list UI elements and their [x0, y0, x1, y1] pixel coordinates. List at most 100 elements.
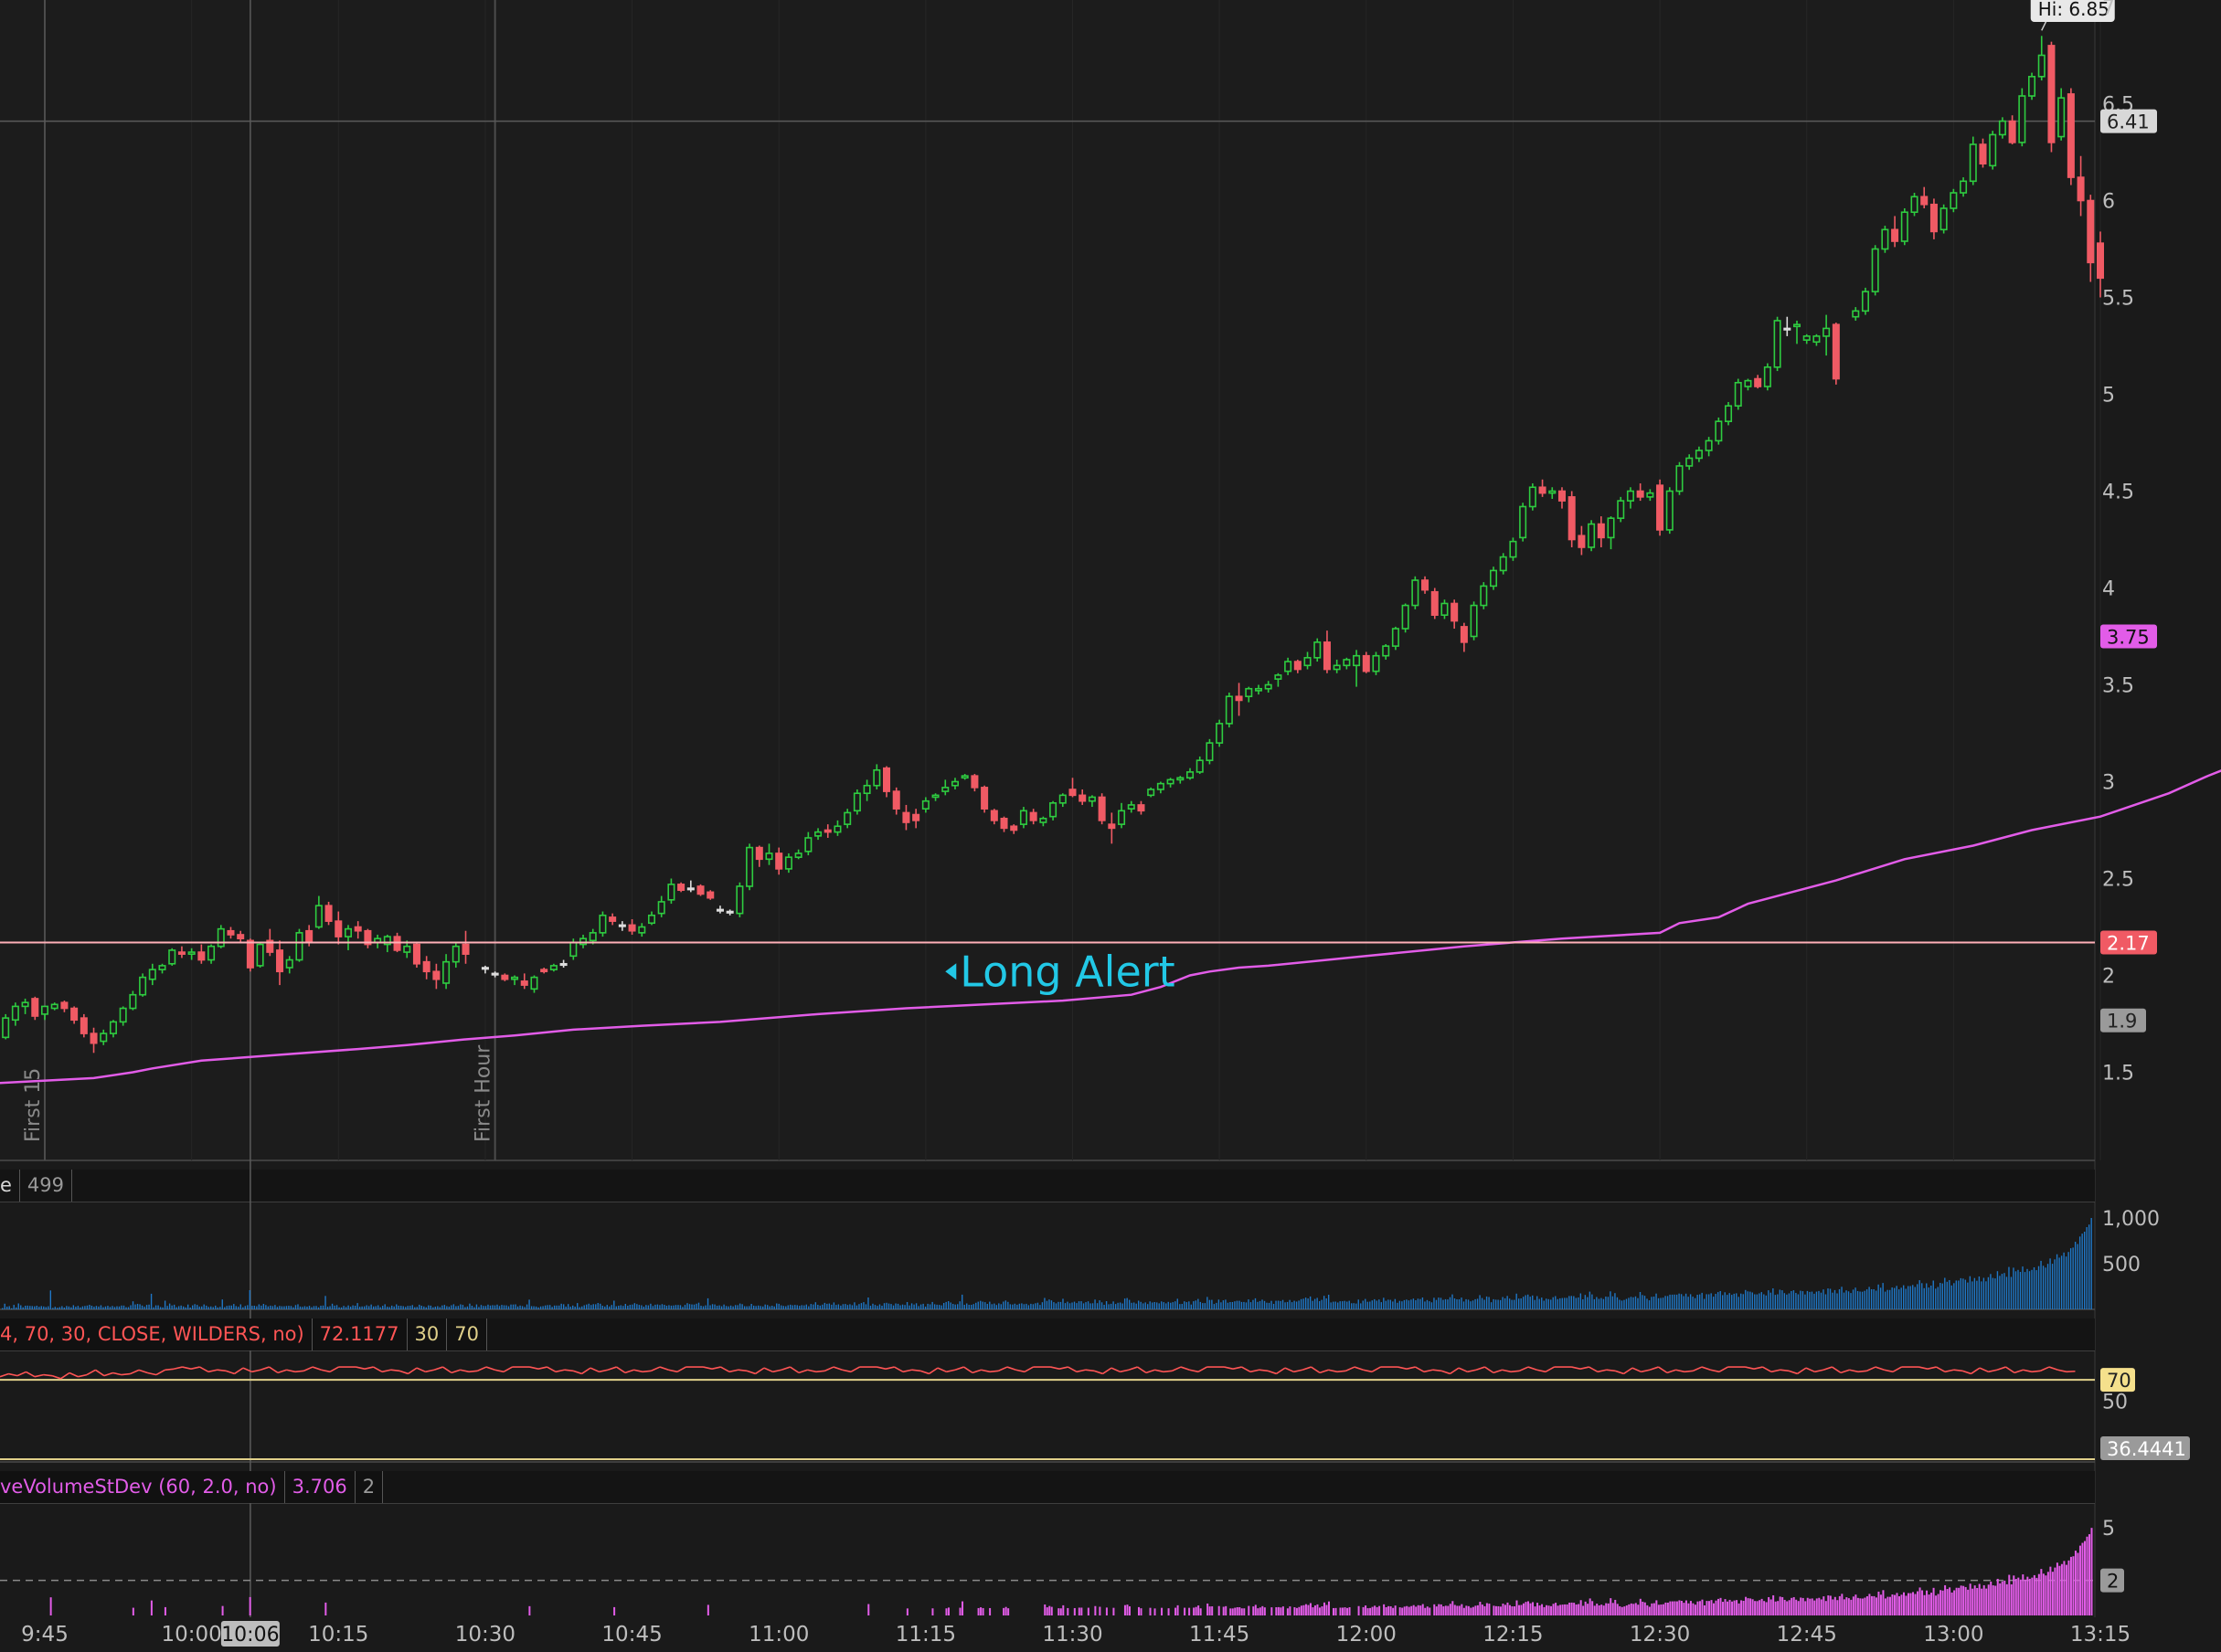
relvol-bar: [1575, 1604, 1578, 1615]
candle: [549, 963, 558, 972]
rsi-segment: [946, 1369, 956, 1373]
volume-bar: [1707, 1294, 1710, 1309]
rsi-segment: [972, 1369, 982, 1374]
candle: [579, 934, 588, 948]
rsi-segment: [1467, 1369, 1477, 1373]
relvol-bar: [1252, 1606, 1255, 1615]
volume-bar: [288, 1306, 290, 1309]
volume-bar: [2001, 1274, 2003, 1309]
volume-bar: [1559, 1297, 1561, 1309]
candle: [207, 944, 216, 964]
volume-bar: [1621, 1300, 1623, 1309]
relvol-bar: [1801, 1597, 1804, 1615]
candle: [1000, 816, 1008, 832]
time-tick-label: 13:15: [2070, 1623, 2131, 1647]
volume-bar: [533, 1306, 535, 1309]
rsi-study-label[interactable]: 4, 70, 30, CLOSE, WILDERS, no) 72.1177 3…: [0, 1318, 487, 1350]
volume-bar: [2040, 1260, 2042, 1309]
volume-bar: [1568, 1296, 1570, 1309]
relvol-bar: [1908, 1593, 1910, 1615]
rsi-ob-tag: 70: [2107, 1370, 2131, 1392]
volume-bar: [633, 1303, 636, 1309]
candle-body: [873, 768, 881, 787]
rsi-segment: [1371, 1366, 1381, 1373]
volume-bar: [824, 1302, 826, 1309]
volume-bar: [1897, 1289, 1900, 1309]
candle-body: [824, 829, 832, 833]
volume-bar: [1307, 1298, 1309, 1309]
candle: [1029, 809, 1037, 825]
candle-body: [540, 969, 548, 973]
volume-bar: [1698, 1294, 1701, 1309]
rsi-segment: [1475, 1366, 1485, 1371]
volume-bar: [233, 1304, 235, 1309]
volume-bar: [1284, 1302, 1286, 1309]
relvol-bar: [1891, 1594, 1894, 1615]
volume-bar: [192, 1305, 194, 1309]
relvol-bar: [324, 1602, 327, 1615]
rsi-segment: [103, 1371, 113, 1377]
volume-bar: [2019, 1272, 2022, 1309]
volume-bar: [8, 1306, 10, 1309]
candle: [863, 779, 871, 801]
rsi-segment: [746, 1370, 756, 1375]
volume-bar: [734, 1305, 737, 1309]
volume-bar: [1156, 1302, 1158, 1309]
relvol-bar: [2031, 1577, 2034, 1615]
relvol-study-label[interactable]: veVolumeStDev (60, 2.0, no) 3.706 2: [0, 1471, 384, 1503]
volume-bar: [1552, 1297, 1554, 1309]
relvol-bar: [1792, 1596, 1795, 1615]
volume-bar: [1824, 1294, 1827, 1309]
relvol-bar: [1932, 1587, 1935, 1615]
rsi-segment: [937, 1367, 947, 1373]
candle-body: [961, 775, 969, 779]
volume-study-label[interactable]: e 499: [0, 1170, 73, 1202]
relvol-bar: [1499, 1606, 1502, 1615]
candle: [1480, 582, 1488, 609]
relvol-bar: [1057, 1608, 1060, 1615]
candle: [1705, 437, 1713, 457]
relvol-bar: [2026, 1576, 2029, 1615]
volume-bar: [1777, 1294, 1779, 1309]
volume-bar: [1419, 1298, 1421, 1309]
volume-bar: [400, 1306, 402, 1309]
rsi-segment: [1631, 1367, 1642, 1373]
volume-bar: [1584, 1295, 1587, 1309]
candle-body: [1920, 196, 1929, 206]
relvol-bar: [1357, 1605, 1360, 1615]
candle: [883, 766, 891, 798]
candle-body: [1567, 496, 1576, 541]
volume-bar: [1788, 1293, 1791, 1309]
volume-bar: [945, 1301, 947, 1309]
candle: [246, 938, 254, 972]
volume-bar: [154, 1305, 157, 1309]
relvol-bar: [1791, 1597, 1793, 1615]
rsi-segment: [95, 1369, 105, 1377]
volume-bar: [306, 1307, 308, 1309]
volume-bar: [27, 1305, 28, 1309]
volume-bar: [244, 1306, 247, 1309]
volume-bar: [831, 1304, 833, 1309]
rsi-segment: [51, 1374, 61, 1380]
volume-bar: [1506, 1296, 1508, 1309]
volume-bar: [659, 1305, 661, 1309]
volume-bar: [526, 1304, 528, 1309]
volume-bar: [457, 1306, 460, 1309]
relvol-bar: [1864, 1597, 1866, 1615]
volume-bar: [262, 1304, 265, 1309]
relvol-bar: [1374, 1605, 1376, 1615]
candle-body: [1910, 196, 1918, 214]
volume-bar: [448, 1307, 451, 1309]
volume-bar: [1302, 1298, 1304, 1309]
relvol-bar: [1394, 1605, 1397, 1615]
relvol-bar: [528, 1605, 531, 1615]
volume-bar: [1538, 1298, 1540, 1309]
volume-bar: [1048, 1299, 1050, 1309]
candle: [1401, 603, 1409, 633]
volume-bar: [1406, 1299, 1408, 1309]
candle: [686, 880, 695, 893]
relvol-bar: [867, 1604, 870, 1615]
candle: [1939, 204, 1948, 234]
candle-body: [1861, 291, 1869, 312]
